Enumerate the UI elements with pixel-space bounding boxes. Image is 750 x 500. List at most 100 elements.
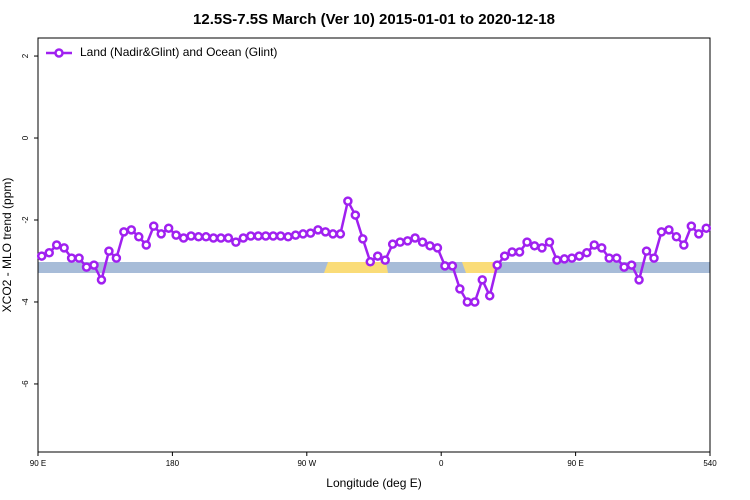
data-point <box>410 233 420 243</box>
data-point <box>499 251 510 261</box>
data-point <box>260 231 271 241</box>
x-tick-label: 0 <box>439 459 444 468</box>
data-point <box>320 227 331 237</box>
data-point <box>537 243 547 253</box>
data-point <box>417 237 428 247</box>
data-point <box>275 231 286 241</box>
y-axis-label: XCO2 - MLO trend (ppm) <box>0 178 14 313</box>
data-point <box>402 236 413 246</box>
data-point <box>223 233 234 243</box>
data-point <box>679 240 689 250</box>
x-tick-label: 90 E <box>567 459 583 468</box>
plot-frame <box>37 37 711 453</box>
data-point <box>104 246 114 256</box>
data-point <box>178 233 189 243</box>
data-point <box>358 234 368 244</box>
data-point <box>96 275 107 285</box>
data-point <box>514 247 525 257</box>
data-point <box>477 275 488 285</box>
data-point <box>238 233 249 243</box>
data-point <box>432 243 443 253</box>
data-point <box>634 275 644 285</box>
data-point <box>552 255 562 265</box>
y-tick-label: -2 <box>21 216 30 224</box>
data-point <box>567 253 577 263</box>
data-point <box>134 232 144 242</box>
x-axis-label: Longitude (deg E) <box>326 476 421 490</box>
data-point <box>66 253 77 263</box>
data-point <box>372 251 383 261</box>
data-point <box>574 251 585 261</box>
x-tick-label: 540 <box>703 459 717 468</box>
data-point <box>544 237 555 247</box>
data-point <box>671 232 682 242</box>
legend-label: Land (Nadir&Glint) and Ocean (Glint) <box>80 45 277 59</box>
data-point <box>44 248 54 258</box>
data-point <box>335 229 346 239</box>
data-point <box>522 237 532 247</box>
data-point <box>313 225 323 235</box>
data-point <box>111 253 122 263</box>
data-point <box>298 229 308 239</box>
data-point <box>253 231 264 241</box>
data-point <box>395 237 405 247</box>
data-point <box>290 230 301 240</box>
data-point <box>686 221 697 231</box>
data-point <box>283 232 293 242</box>
y-tick-label: -4 <box>21 298 30 306</box>
y-tick-label: -6 <box>21 380 30 388</box>
data-point <box>268 231 278 241</box>
series-line <box>41 197 708 304</box>
data-point <box>529 241 540 251</box>
data-point <box>74 253 84 263</box>
y-tick-label: 2 <box>21 53 30 58</box>
data-point <box>141 240 152 250</box>
x-tick-label: 180 <box>166 459 180 468</box>
x-tick-label: 90 W <box>297 459 316 468</box>
data-point <box>611 253 622 263</box>
data-point <box>626 260 637 270</box>
chart-title: 12.5S-7.5S March (Ver 10) 2015-01-01 to … <box>193 11 555 28</box>
data-point <box>664 225 674 235</box>
data-point <box>484 291 495 301</box>
data-point <box>582 248 592 258</box>
data-point <box>208 233 219 243</box>
data-point <box>51 240 62 250</box>
data-point <box>305 228 316 238</box>
data-point <box>641 246 652 256</box>
data-point <box>119 227 129 237</box>
data-point <box>604 253 614 263</box>
data-point <box>701 223 712 233</box>
data-point <box>462 297 473 307</box>
data-point <box>81 262 92 272</box>
data-point <box>649 253 659 263</box>
data-point <box>387 239 398 249</box>
data-point <box>126 225 137 235</box>
data-point <box>171 230 181 240</box>
data-point <box>36 251 47 261</box>
data-point <box>231 237 241 247</box>
data-point <box>89 260 99 270</box>
data-point <box>201 232 211 242</box>
x-tick-label: 90 E <box>30 459 46 468</box>
data-point <box>163 223 174 233</box>
data-point <box>440 261 450 271</box>
data-point <box>148 221 159 231</box>
data-point <box>350 210 361 220</box>
data-point <box>343 196 353 206</box>
data-point <box>246 231 256 241</box>
data-point <box>656 227 667 237</box>
data-point <box>694 229 704 239</box>
data-point <box>596 243 607 253</box>
data-point <box>589 240 600 250</box>
data-point <box>186 231 196 241</box>
data-point <box>455 284 465 294</box>
data-point <box>507 247 517 257</box>
data-point <box>447 261 458 271</box>
data-point <box>216 233 226 243</box>
data-point <box>425 241 435 251</box>
data-point <box>380 255 390 265</box>
legend-marker <box>54 48 64 58</box>
data-point <box>619 262 629 272</box>
